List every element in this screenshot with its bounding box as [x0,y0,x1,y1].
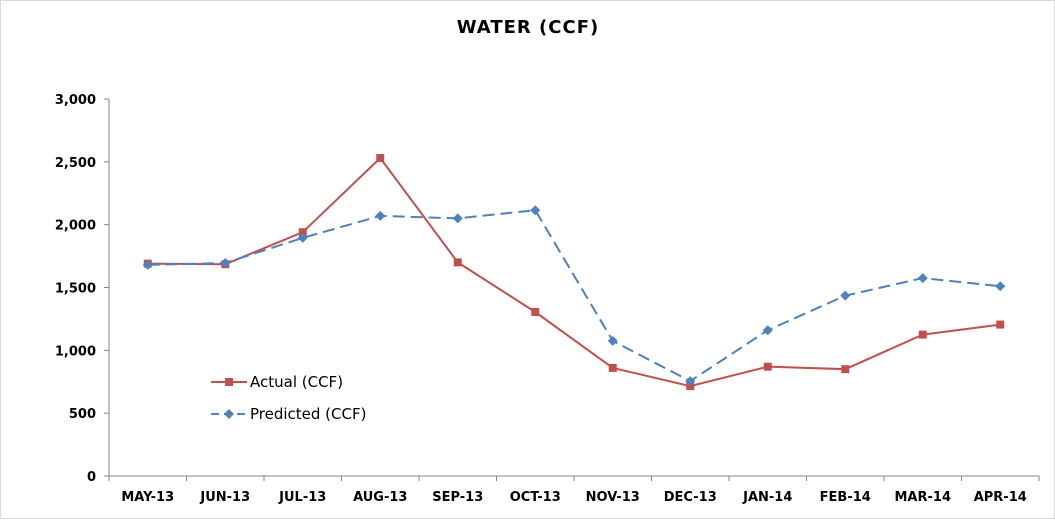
data-point [142,259,153,270]
legend-marker [224,409,234,419]
data-point [375,210,386,221]
x-tick-label: MAY-13 [121,490,174,505]
x-tick-label: MAR-14 [895,490,952,505]
series-predicted [142,205,1006,387]
data-point [376,154,385,163]
x-tick-label: JUN-13 [199,490,250,505]
data-point [763,362,772,371]
y-tick-label: 1,000 [55,344,96,359]
data-point [220,257,231,268]
data-point [762,325,773,336]
data-point [841,365,850,374]
data-point [917,273,928,284]
series-line [147,156,1001,388]
y-tick-label: 2,500 [55,156,96,171]
legend-marker [225,378,233,386]
x-tick-label: APR-14 [974,490,1027,505]
data-point [297,232,308,243]
data-point [995,281,1006,292]
x-tick-label: SEP-13 [432,490,483,505]
data-point [530,205,541,216]
data-point [298,228,307,237]
x-tick-label: AUG-13 [353,490,407,505]
series-actual [143,154,1005,391]
data-point [840,290,851,301]
series-line [147,209,1001,383]
x-tick-label: OCT-13 [510,490,561,505]
axes: 0 500 1,000 1,500 2,000 2,500 3,000 MAY-13 JUN-1… [55,93,1040,505]
y-tick-label: 0 [87,470,96,485]
data-point [531,308,540,317]
x-tick-label: JUL-13 [278,490,326,505]
y-tick-label: 1,500 [55,282,96,297]
data-point [452,213,463,224]
chart-title: WATER (CCF) [457,17,599,38]
data-point [608,363,617,372]
series-layer [142,154,1006,391]
data-point [453,258,462,267]
x-tick-label: FEB-14 [820,490,871,505]
x-tick-label: DEC-13 [664,490,717,505]
y-tick-label: 2,000 [55,219,96,234]
x-tick-label: JAN-14 [742,490,792,505]
data-point [686,382,695,391]
data-point [607,335,618,346]
y-tick-label: 3,000 [55,93,96,108]
data-point [996,320,1005,329]
x-tick-label: NOV-13 [586,490,640,505]
legend-label: Actual (CCF) [250,373,343,391]
legend: Actual (CCF) Predicted (CCF) [211,373,366,423]
data-point [918,330,927,339]
data-point [685,376,696,387]
legend-label: Predicted (CCF) [250,405,366,423]
y-tick-label: 500 [69,407,96,422]
